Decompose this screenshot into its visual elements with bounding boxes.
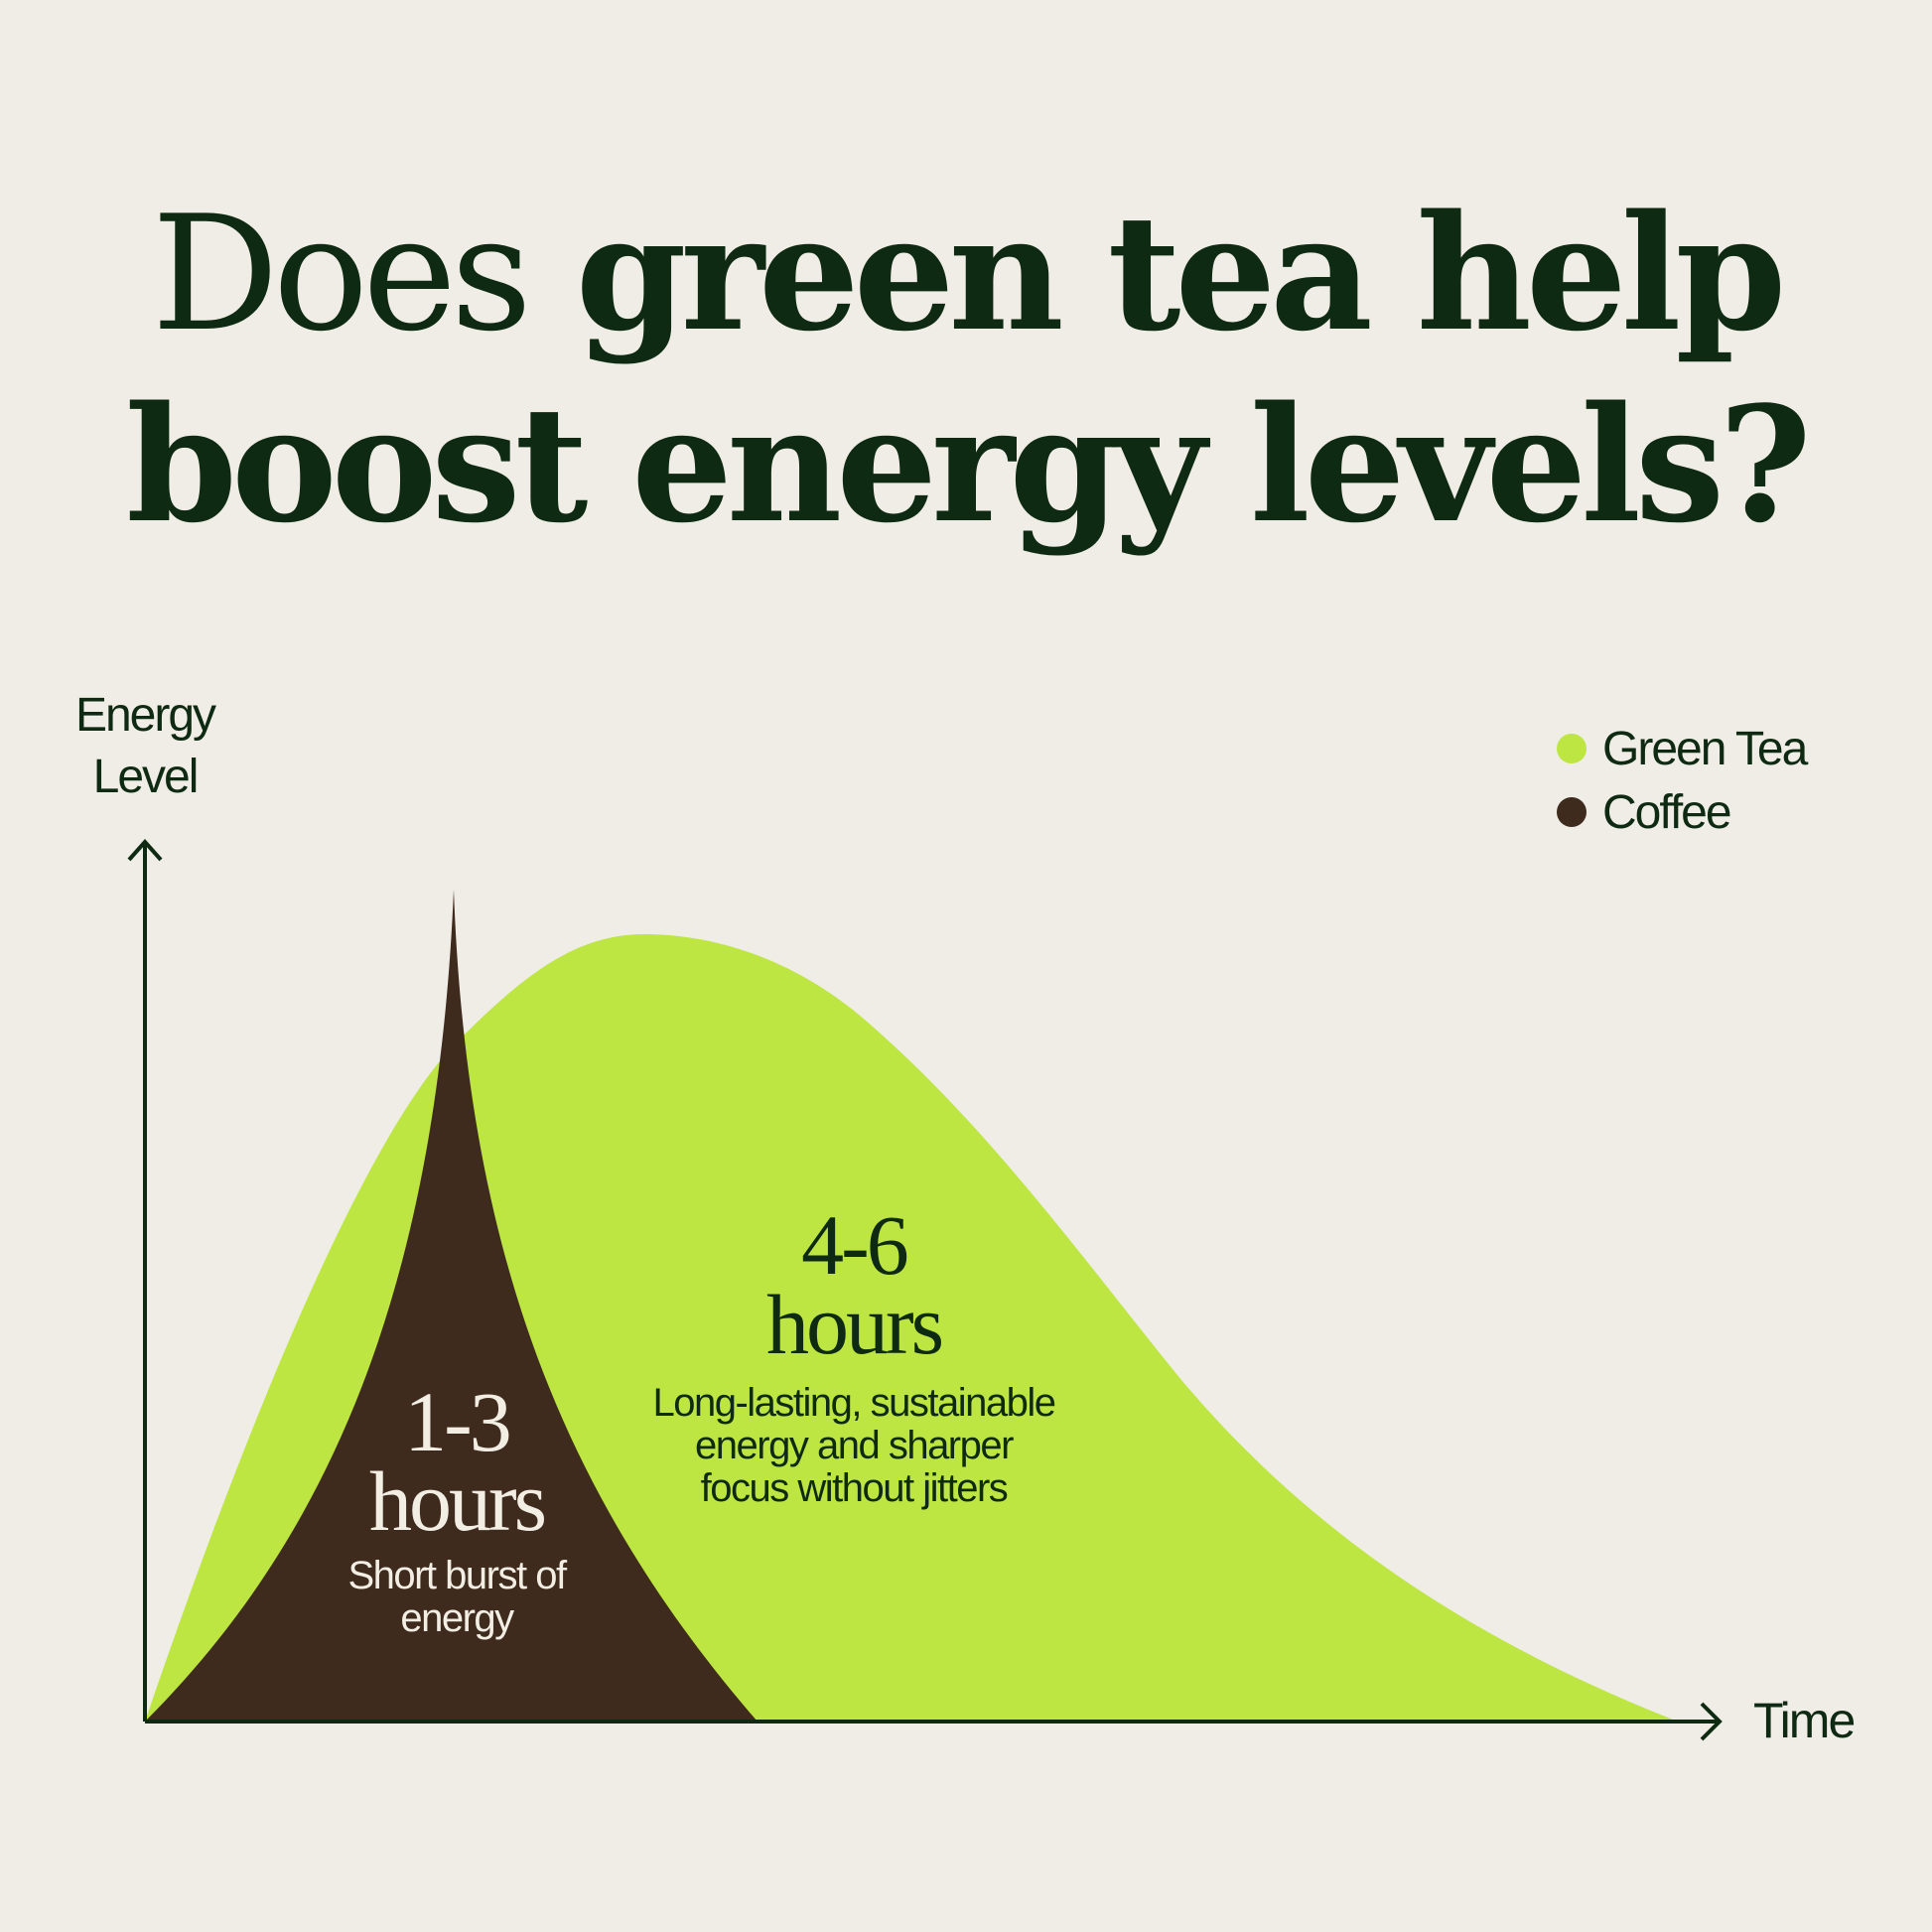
coffee-duration: 1-3 xyxy=(404,1374,512,1469)
x-axis-label: Time xyxy=(1753,1693,1856,1748)
title-words: green tea help xyxy=(575,180,1787,366)
tea-desc-line: focus without jitters xyxy=(700,1466,1009,1510)
title-line-1: Does green tea help xyxy=(0,184,1932,363)
green-dot-icon xyxy=(1557,734,1587,763)
title-line-2: boost energy levels? xyxy=(126,371,1812,558)
legend-label: Green Tea xyxy=(1602,722,1808,775)
legend-item-coffee: Coffee xyxy=(1557,780,1806,844)
title-word: Does xyxy=(151,181,532,366)
coffee-unit: hours xyxy=(368,1453,547,1549)
coffee-desc-line: Short burst of xyxy=(347,1554,567,1597)
legend-label: Coffee xyxy=(1602,785,1732,839)
coffee-area xyxy=(145,890,758,1722)
coffee-annotation: 1-3 hours Short burst of energy xyxy=(298,1374,616,1640)
y-axis-label: Energy Level xyxy=(74,689,216,803)
tea-desc-line: Long-lasting, sustainable xyxy=(652,1381,1056,1425)
brown-dot-icon xyxy=(1557,797,1587,827)
x-axis-arrow-icon xyxy=(1700,1702,1723,1741)
tea-desc-line: energy and sharper xyxy=(695,1424,1014,1467)
y-axis-arrow-icon xyxy=(127,838,163,862)
coffee-desc-line: energy xyxy=(400,1596,514,1640)
tea-unit: hours xyxy=(765,1277,944,1372)
legend: Green Tea Coffee xyxy=(1557,717,1808,844)
legend-item-green-tea: Green Tea xyxy=(1557,717,1808,780)
tea-duration: 4-6 xyxy=(801,1197,909,1293)
tea-annotation: 4-6 hours Long-lasting, sustainable ener… xyxy=(616,1197,1092,1510)
